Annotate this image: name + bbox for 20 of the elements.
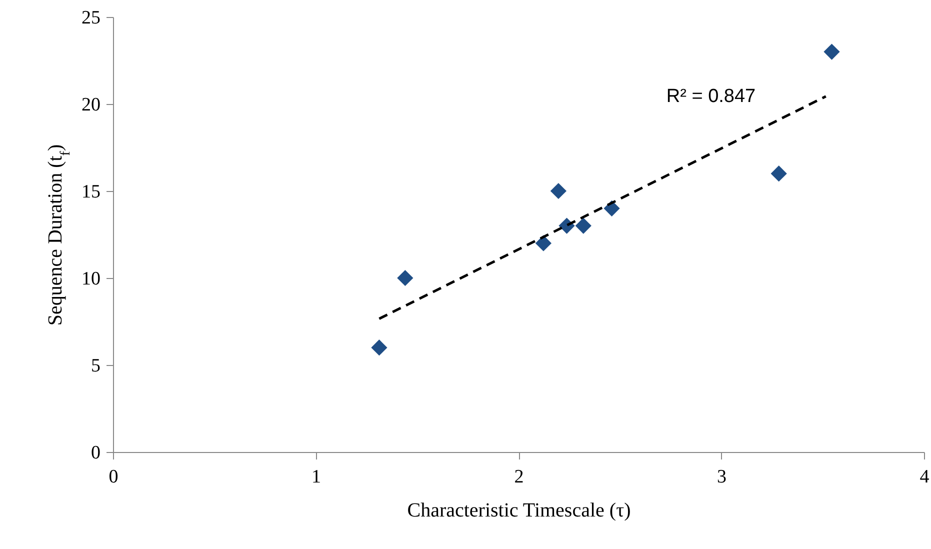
point	[397, 270, 414, 286]
x-tick-label: 0	[108, 466, 118, 488]
point	[550, 182, 567, 200]
y-tick-label: 15	[82, 182, 100, 202]
x-tick-label: 1	[312, 466, 321, 488]
point	[535, 235, 552, 252]
x-tick-label: 4	[920, 466, 930, 488]
annotation: R² = 0.847	[666, 86, 756, 107]
point	[824, 44, 840, 60]
y-tick-label: 10	[82, 268, 100, 290]
y-tick-label: 20	[82, 94, 100, 116]
x-tick-label: 3	[717, 466, 726, 488]
point	[770, 166, 787, 182]
x-axis-title: Characteristic Timescale (τ)	[407, 500, 631, 522]
point	[575, 218, 592, 234]
y-tick-label: 0	[91, 442, 100, 464]
point	[371, 340, 388, 356]
x-tick-label: 2	[514, 466, 524, 488]
y-tick-label: 5	[91, 356, 100, 376]
y-tick-label: 25	[82, 8, 100, 28]
